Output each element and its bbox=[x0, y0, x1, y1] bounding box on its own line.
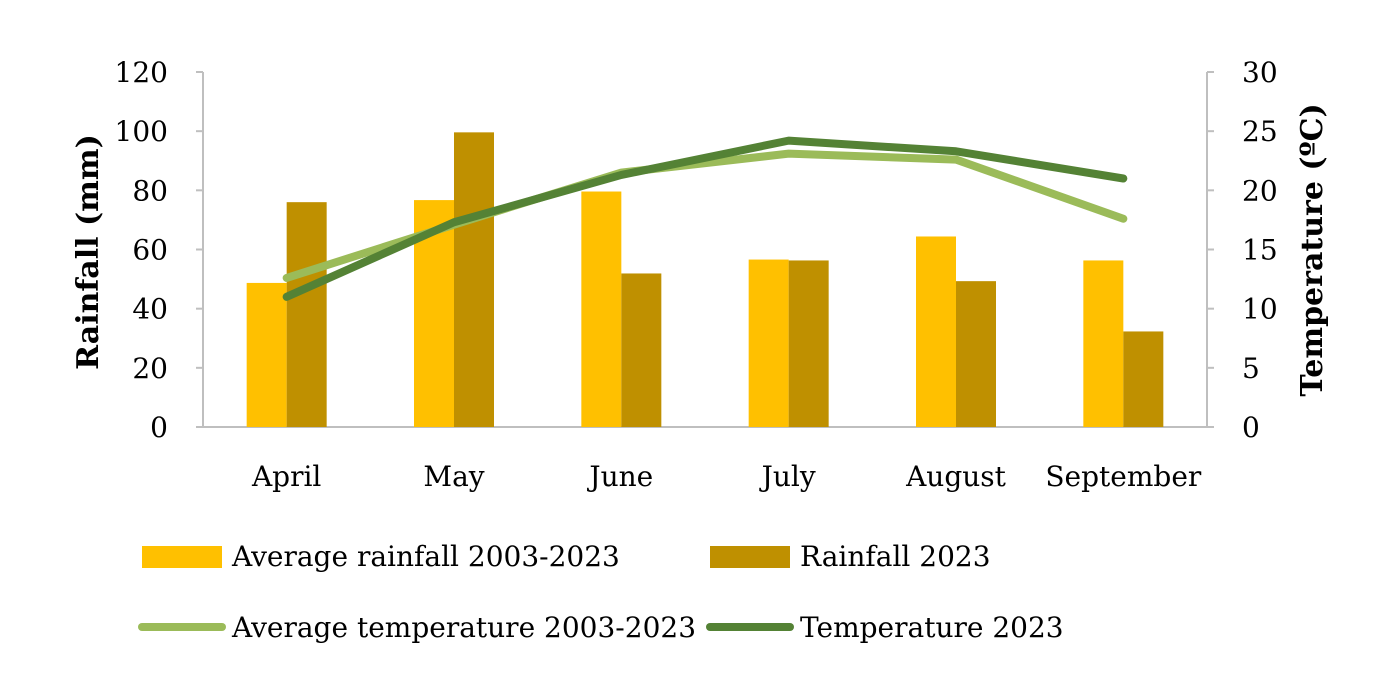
y-tick-label: 80 bbox=[132, 174, 168, 207]
y2-tick-label: 0 bbox=[1242, 411, 1260, 444]
y-tick-label: 0 bbox=[150, 411, 168, 444]
bar bbox=[621, 273, 662, 427]
y-tick-label: 20 bbox=[132, 352, 168, 385]
legend-swatch-avg-rainfall bbox=[142, 546, 222, 568]
bar bbox=[286, 202, 327, 427]
bar bbox=[748, 259, 789, 427]
x-category-label: August bbox=[905, 460, 1007, 493]
legend-label-temperature-2023: Temperature 2023 bbox=[800, 611, 1064, 644]
x-category-label: May bbox=[423, 460, 484, 493]
legend-label-rainfall-2023: Rainfall 2023 bbox=[800, 540, 991, 573]
legend: Average rainfall 2003-2023 Rainfall 2023… bbox=[138, 540, 1064, 644]
y-tick-label: 40 bbox=[132, 293, 168, 326]
x-category-label: April bbox=[251, 460, 321, 493]
series-line bbox=[282, 136, 1128, 301]
axes bbox=[196, 71, 1214, 428]
lines bbox=[282, 136, 1128, 301]
bars bbox=[246, 132, 1164, 427]
bar bbox=[246, 282, 287, 427]
y2-axis-title: Temperature (ºC) bbox=[1295, 103, 1330, 396]
y2-tick-label: 25 bbox=[1242, 115, 1278, 148]
y2-tick-label: 15 bbox=[1242, 234, 1278, 267]
bar bbox=[788, 260, 829, 427]
y2-tick-label: 20 bbox=[1242, 174, 1278, 207]
y2-tick-label: 10 bbox=[1242, 293, 1278, 326]
legend-swatch-rainfall-2023 bbox=[710, 546, 790, 568]
y2-tick-label: 5 bbox=[1242, 352, 1260, 385]
x-category-label: June bbox=[586, 460, 653, 493]
legend-label-avg-rainfall: Average rainfall 2003-2023 bbox=[231, 540, 620, 573]
bar bbox=[1083, 260, 1124, 427]
tick-labels: 0 20 40 60 80 100 120 0 5 10 15 20 25 30 bbox=[115, 56, 1278, 444]
x-category-label: September bbox=[1045, 460, 1202, 493]
y-tick-label: 60 bbox=[132, 234, 168, 267]
x-category-label: July bbox=[759, 460, 816, 493]
y-tick-label: 100 bbox=[115, 115, 168, 148]
legend-label-avg-temperature: Average temperature 2003-2023 bbox=[231, 611, 696, 644]
y-tick-label: 120 bbox=[115, 56, 168, 89]
y2-tick-label: 30 bbox=[1242, 56, 1278, 89]
bar bbox=[581, 191, 622, 427]
bar bbox=[956, 281, 996, 427]
bar bbox=[1123, 331, 1164, 427]
bar bbox=[916, 236, 956, 427]
bar bbox=[454, 132, 494, 427]
category-labels: April May June July August September bbox=[251, 460, 1202, 493]
y-axis-title: Rainfall (mm) bbox=[71, 134, 106, 370]
series-line bbox=[282, 149, 1128, 282]
